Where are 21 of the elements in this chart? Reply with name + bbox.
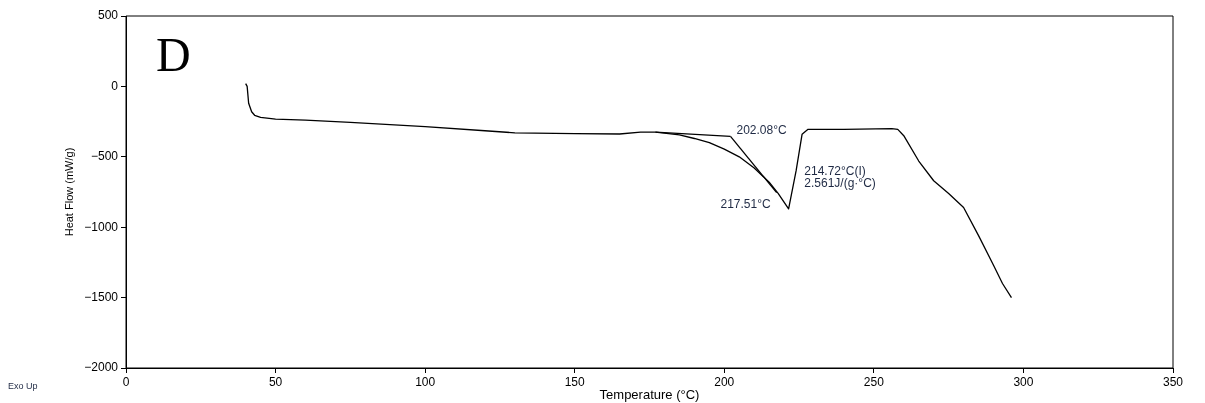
x-tick-label: 200 bbox=[714, 374, 735, 389]
y-tick-label: −1500 bbox=[84, 289, 119, 304]
x-tick-label: 350 bbox=[1162, 374, 1184, 389]
annotation: 217.51°C bbox=[720, 197, 771, 212]
x-tick-label: 50 bbox=[268, 374, 283, 389]
y-tick-label: −2000 bbox=[84, 360, 119, 375]
y-tick-label: −500 bbox=[90, 149, 119, 164]
x-tick-label: 150 bbox=[564, 374, 586, 389]
x-tick-label: 0 bbox=[122, 374, 130, 389]
y-tick-label: 500 bbox=[97, 8, 119, 23]
x-tick-label: 300 bbox=[1013, 374, 1034, 389]
text: Exo Up bbox=[8, 380, 38, 391]
annotation: 214.72°C(I) bbox=[804, 163, 866, 178]
x-tick-label: 100 bbox=[415, 374, 436, 389]
y-tick-label: −1000 bbox=[84, 219, 119, 234]
annotation: 202.08°C bbox=[736, 122, 788, 137]
x-tick-label: 250 bbox=[863, 374, 885, 389]
x-axis-title: Temperature (°C) bbox=[599, 386, 700, 402]
annotation: D bbox=[156, 27, 191, 81]
y-tick-label: 0 bbox=[111, 78, 119, 93]
y-axis-title: Heat Flow (mW/g) bbox=[63, 147, 76, 237]
